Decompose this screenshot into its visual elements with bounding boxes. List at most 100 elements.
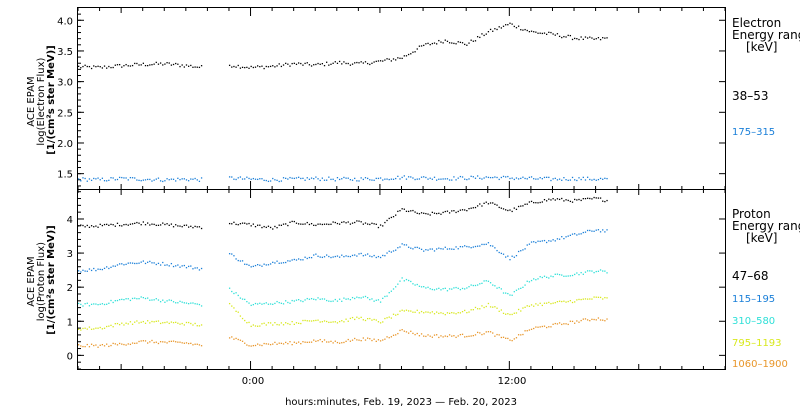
electron-series-1-point — [177, 177, 179, 179]
proton-series-2-point — [444, 287, 446, 290]
electron-series-1-point — [539, 177, 541, 179]
electron-series-1-point — [99, 179, 101, 181]
proton-series-1-point — [351, 254, 354, 257]
proton-series-1-point — [297, 258, 300, 260]
proton-series-4-point — [103, 345, 106, 347]
proton-series-0-point — [149, 224, 151, 226]
electron-series-0-point — [371, 62, 373, 64]
proton-series-2-point — [530, 279, 533, 282]
proton-series-4-point — [392, 334, 395, 336]
proton-series-4-point — [287, 342, 289, 345]
proton-series-3-point — [423, 312, 425, 314]
electron-series-0-point — [78, 65, 80, 68]
proton-series-0-point — [599, 197, 602, 199]
proton-series-4-point — [97, 346, 99, 348]
proton-series-0-point — [574, 198, 576, 201]
proton-series-1-point — [347, 255, 349, 258]
electron-series-0-point — [511, 23, 513, 25]
electron-series-1-point — [84, 177, 86, 180]
proton-series-2-point — [330, 300, 332, 303]
proton-series-4-point — [187, 342, 190, 345]
proton-series-3-point — [455, 313, 457, 315]
proton-series-1-point — [323, 256, 326, 258]
proton-series-0-point — [436, 212, 438, 215]
proton-series-2-point — [390, 290, 393, 292]
proton-series-4-point — [289, 341, 291, 343]
proton-series-1-point — [576, 234, 578, 236]
proton-series-4-point — [395, 334, 397, 336]
proton-series-3-point — [563, 300, 565, 302]
proton-series-2-point — [248, 302, 250, 304]
proton-series-3-point — [425, 311, 427, 313]
proton-series-4-point — [90, 343, 93, 345]
proton-series-2-point — [269, 303, 272, 305]
electron-series-0-point — [239, 67, 242, 69]
proton-series-3-point — [103, 327, 106, 329]
proton-series-4-point — [244, 342, 246, 344]
proton-series-3-point — [476, 308, 479, 310]
proton-series-1-point — [481, 243, 483, 246]
proton-series-4-point — [250, 345, 252, 347]
proton-series-0-point — [351, 222, 354, 224]
proton-series-1-point — [93, 267, 95, 270]
electron-series-1-point — [584, 179, 587, 181]
proton-series-3-point — [334, 321, 336, 323]
proton-series-1-point — [179, 266, 181, 268]
electron-series-1-point — [326, 179, 328, 181]
electron-series-1-point — [82, 177, 84, 179]
proton-series-0-point — [108, 224, 110, 227]
electron-series-1-point — [550, 179, 552, 182]
proton-series-1-point — [149, 260, 151, 263]
proton-series-4-point — [438, 336, 440, 339]
electron-series-0-point — [552, 33, 554, 35]
electron-series-1-point — [397, 175, 399, 178]
proton-series-2-point — [569, 275, 572, 277]
electron-series-0-point — [88, 65, 91, 68]
proton-series-0-point — [289, 221, 291, 223]
proton-series-1-point — [429, 248, 431, 250]
electron-series-0-point — [187, 65, 190, 67]
proton-series-3-point — [561, 300, 563, 303]
proton-series-3-point — [427, 311, 429, 313]
electron-series-1-point — [366, 177, 369, 180]
proton-series-3-point — [489, 306, 492, 308]
proton-series-1-point — [597, 229, 600, 231]
proton-series-0-point — [543, 198, 546, 201]
proton-series-4-point — [586, 319, 589, 321]
proton-series-4-point — [515, 337, 518, 339]
electron-series-1-point — [88, 178, 91, 180]
proton-series-0-point — [541, 201, 543, 203]
proton-series-2-point — [533, 278, 535, 280]
proton-series-3-point — [457, 311, 459, 314]
proton-series-4-point — [425, 335, 427, 338]
proton-series-0-point — [528, 201, 531, 203]
electron-series-1-point — [86, 180, 88, 182]
proton-series-0-point — [136, 221, 138, 224]
proton-series-2-point — [103, 303, 106, 306]
proton-series-1-point — [535, 241, 537, 244]
electron-series-0-point — [106, 67, 108, 69]
electron-series-1-point — [110, 177, 112, 179]
electron-series-1-point — [244, 178, 246, 180]
electron-series-0-point — [153, 63, 155, 65]
electron-series-1-point — [498, 178, 500, 181]
proton-series-1-point — [287, 260, 289, 262]
proton-series-4-point — [336, 341, 339, 344]
proton-series-0-point — [159, 224, 162, 226]
proton-series-1-point — [114, 265, 116, 267]
electron-series-1-point — [246, 176, 248, 178]
proton-series-2-point — [498, 286, 500, 289]
proton-series-3-point — [366, 318, 369, 320]
proton-series-4-point — [567, 323, 569, 326]
proton-series-4-point — [569, 320, 572, 322]
electron-series-0-point — [582, 38, 584, 40]
electron-panel-frame — [77, 7, 726, 190]
proton-series-2-point — [436, 288, 438, 290]
proton-series-4-point — [235, 337, 237, 340]
electron-series-1-point — [129, 176, 132, 179]
proton-series-4-point — [509, 339, 511, 341]
proton-series-2-point — [140, 296, 142, 298]
proton-series-4-point — [489, 331, 492, 333]
proton-series-4-point — [576, 320, 578, 322]
proton-series-0-point — [129, 223, 132, 225]
